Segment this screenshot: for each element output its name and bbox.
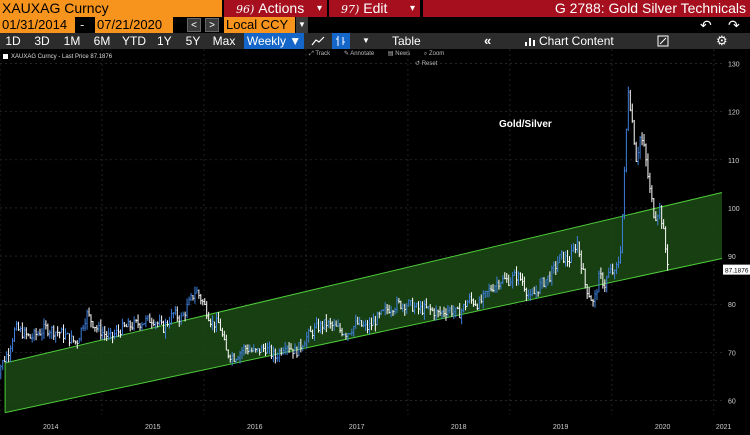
y-tick-label: 60 bbox=[728, 399, 736, 406]
legend-label: XAUXAG Curncy - Last Price 87.1876 bbox=[11, 54, 113, 60]
date-range-bar: 01/31/2014 - 07/21/2020 < > Local CCY ▼ … bbox=[0, 17, 750, 33]
zoom-label: Zoom bbox=[428, 51, 445, 57]
chart-content-button[interactable]: Chart Content bbox=[539, 34, 614, 48]
chart-mini-toolbar: ⤢ Track ✎ Annotate ▤ News ⌕ Zoom bbox=[309, 50, 456, 58]
start-date-field[interactable]: 01/31/2014 bbox=[0, 17, 75, 33]
y-tick-label: 120 bbox=[728, 110, 740, 117]
period-button-1m[interactable]: 1M bbox=[63, 34, 81, 48]
x-tick-label: 2014 bbox=[43, 424, 59, 431]
x-tick-label: 2019 bbox=[553, 424, 569, 431]
price-chart[interactable]: 60 70 80 90 100 110 120 130 2014 2015 2016 2017 2018… bbox=[0, 49, 750, 435]
actions-caret-icon: ▾ bbox=[316, 3, 322, 14]
y-tick-label: 80 bbox=[728, 302, 736, 309]
previous-period-button[interactable]: < bbox=[187, 18, 201, 32]
legend-swatch bbox=[3, 53, 8, 59]
y-tick-label: 90 bbox=[728, 254, 736, 261]
trend-channel-fill bbox=[5, 192, 722, 413]
edit-pencil-icon[interactable] bbox=[657, 35, 669, 47]
chart-area[interactable]: 60 70 80 90 100 110 120 130 2014 2015 2016 2017 2018… bbox=[0, 49, 750, 435]
edit-menu-number: 97) bbox=[341, 3, 360, 16]
actions-menu-button[interactable]: 96) Actions ▾ bbox=[224, 0, 327, 17]
table-button[interactable]: Table bbox=[392, 34, 421, 48]
x-tick-label: 2016 bbox=[247, 424, 263, 431]
x-tick-label: 2021 bbox=[716, 424, 732, 431]
track-tool[interactable]: ⤢ Track bbox=[309, 51, 331, 57]
chart-content-icon bbox=[525, 38, 535, 46]
reset-label: Reset bbox=[421, 61, 438, 67]
redo-icon[interactable]: ↷ bbox=[728, 17, 740, 33]
y-tick-label: 130 bbox=[728, 61, 740, 68]
bar-chart-toggle[interactable] bbox=[332, 33, 350, 49]
y-tick-label: 110 bbox=[728, 158, 739, 165]
news-label: News bbox=[395, 51, 411, 57]
last-price-label: 87.1876 bbox=[725, 268, 749, 275]
security-field[interactable]: XAUXAG Curncy bbox=[0, 0, 222, 17]
actions-menu-label: Actions bbox=[258, 0, 305, 16]
ohlc-bars-icon bbox=[336, 36, 345, 46]
period-button-6m[interactable]: 6M bbox=[93, 34, 111, 48]
end-date-field[interactable]: 07/21/2020 bbox=[95, 17, 173, 33]
y-tick-label: 100 bbox=[728, 206, 740, 213]
chart-type-dropdown-icon[interactable]: ▼ bbox=[362, 36, 370, 45]
last-price-marker bbox=[723, 264, 750, 275]
next-period-button[interactable]: > bbox=[205, 18, 219, 32]
frequency-select[interactable]: Weekly ▼ bbox=[244, 33, 304, 49]
currency-select[interactable]: Local CCY bbox=[224, 17, 295, 33]
x-tick-label: 2015 bbox=[145, 424, 161, 431]
collapse-panel-icon[interactable]: « bbox=[484, 33, 492, 48]
actions-menu-number: 96) bbox=[236, 3, 255, 16]
period-button-5y[interactable]: 5Y bbox=[185, 34, 201, 48]
date-range-separator: - bbox=[80, 17, 85, 32]
period-button-1d[interactable]: 1D bbox=[5, 34, 21, 48]
track-label: Track bbox=[315, 51, 331, 57]
channel-upper-line bbox=[4, 192, 723, 364]
edit-caret-icon: ▾ bbox=[409, 3, 415, 14]
edit-menu-label: Edit bbox=[363, 0, 388, 16]
zoom-tool[interactable]: ⌕ Zoom bbox=[423, 51, 445, 57]
gear-icon[interactable]: ⚙ bbox=[716, 33, 728, 48]
y-tick-label: 70 bbox=[728, 350, 736, 357]
news-tool[interactable]: ▤ News bbox=[387, 51, 411, 57]
chart-legend: XAUXAG Curncy - Last Price 87.1876 bbox=[3, 53, 112, 62]
x-tick-label: 2018 bbox=[451, 424, 467, 431]
line-chart-icon[interactable] bbox=[310, 34, 326, 48]
chart-title: Gold/Silver bbox=[499, 119, 552, 130]
annotate-label: Annotate bbox=[350, 51, 375, 57]
period-button-1y[interactable]: 1Y bbox=[157, 34, 172, 48]
page-title: G 2788: Gold Silver Technicals bbox=[423, 0, 750, 17]
undo-icon[interactable]: ↶ bbox=[700, 17, 712, 33]
currency-dropdown-icon[interactable]: ▼ bbox=[296, 17, 308, 33]
period-button-max[interactable]: Max bbox=[212, 34, 236, 48]
header-bar: XAUXAG Curncy 96) Actions ▾ 97) Edit ▾ G 2… bbox=[0, 0, 750, 17]
reset-tool[interactable]: ↺ Reset bbox=[415, 61, 438, 67]
edit-menu-button[interactable]: 97) Edit ▾ bbox=[329, 0, 420, 17]
period-button-ytd[interactable]: YTD bbox=[122, 34, 146, 48]
period-button-3d[interactable]: 3D bbox=[34, 34, 50, 48]
annotate-tool[interactable]: ✎ Annotate bbox=[343, 51, 375, 57]
x-tick-label: 2020 bbox=[655, 424, 671, 431]
chart-toolbar: 1D 3D 1M 6M YTD 1Y 5Y Max Weekly ▼ ▼ Table « Ch… bbox=[0, 33, 750, 49]
x-tick-label: 2017 bbox=[349, 424, 365, 431]
